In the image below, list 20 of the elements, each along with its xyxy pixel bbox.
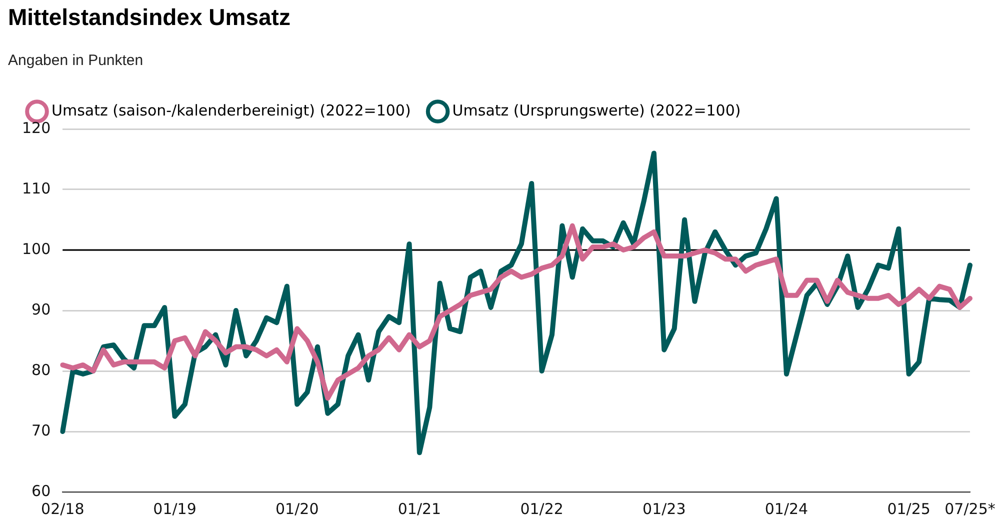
y-tick-label: 110 [22,179,51,198]
x-tick-label: 07/25* [944,500,996,518]
x-tick-label: 01/20 [276,500,319,518]
x-tick-label: 02/18 [41,500,84,518]
x-tick-label: 01/22 [520,500,564,518]
x-tick-label: 01/25 [887,500,930,518]
legend-label: Umsatz (Ursprungswerte) (2022=100) [452,101,741,120]
x-tick-label: 01/23 [642,500,686,518]
chart-subtitle: Angaben in Punkten [8,52,144,69]
legend-label: Umsatz (saison-/kalenderbereinigt) (2022=100) [52,101,411,120]
y-tick-label: 90 [32,300,51,318]
y-tick-label: 70 [32,421,51,440]
x-tick-label: 01/24 [764,500,808,518]
x-tick-label: 01/19 [153,500,196,518]
chart-title: Mittelstandsindex Umsatz [8,4,290,31]
y-tick-label: 120 [22,118,51,137]
y-tick-label: 80 [32,360,51,379]
x-tick-label: 01/21 [398,500,442,518]
y-tick-label: 60 [32,482,51,500]
y-tick-label: 100 [22,240,51,258]
